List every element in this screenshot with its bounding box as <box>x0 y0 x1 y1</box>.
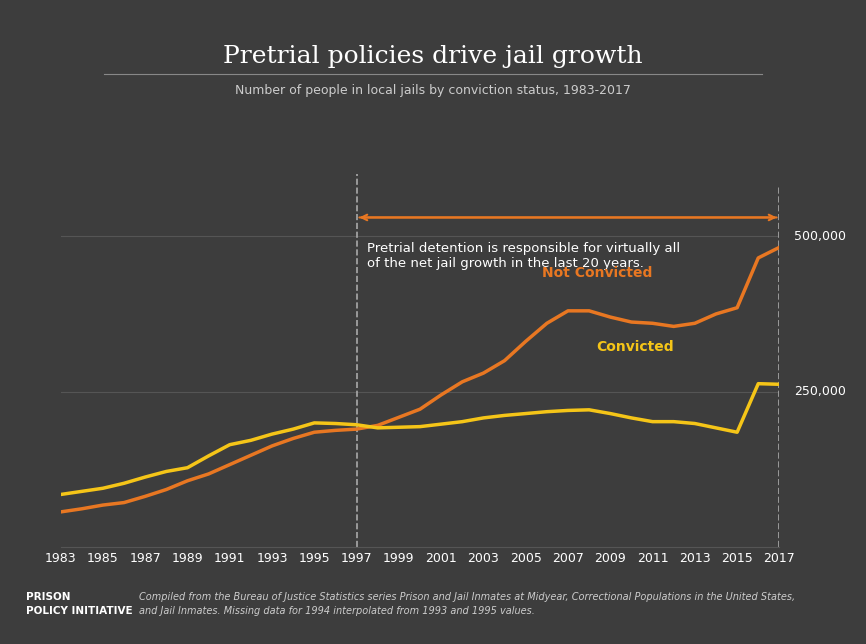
Text: Number of people in local jails by conviction status, 1983-2017: Number of people in local jails by convi… <box>235 84 631 97</box>
Text: Pretrial policies drive jail growth: Pretrial policies drive jail growth <box>223 45 643 68</box>
Text: Pretrial detention is responsible for virtually all
of the net jail growth in th: Pretrial detention is responsible for vi… <box>367 242 681 270</box>
Text: 500,000: 500,000 <box>794 230 846 243</box>
Text: PRISON
POLICY INITIATIVE: PRISON POLICY INITIATIVE <box>26 592 132 616</box>
Text: Not Convicted: Not Convicted <box>542 266 653 279</box>
Text: Compiled from the Bureau of Justice Statistics series Prison and Jail Inmates at: Compiled from the Bureau of Justice Stat… <box>139 592 795 616</box>
Text: 250,000: 250,000 <box>794 385 846 398</box>
Text: Convicted: Convicted <box>596 341 674 354</box>
